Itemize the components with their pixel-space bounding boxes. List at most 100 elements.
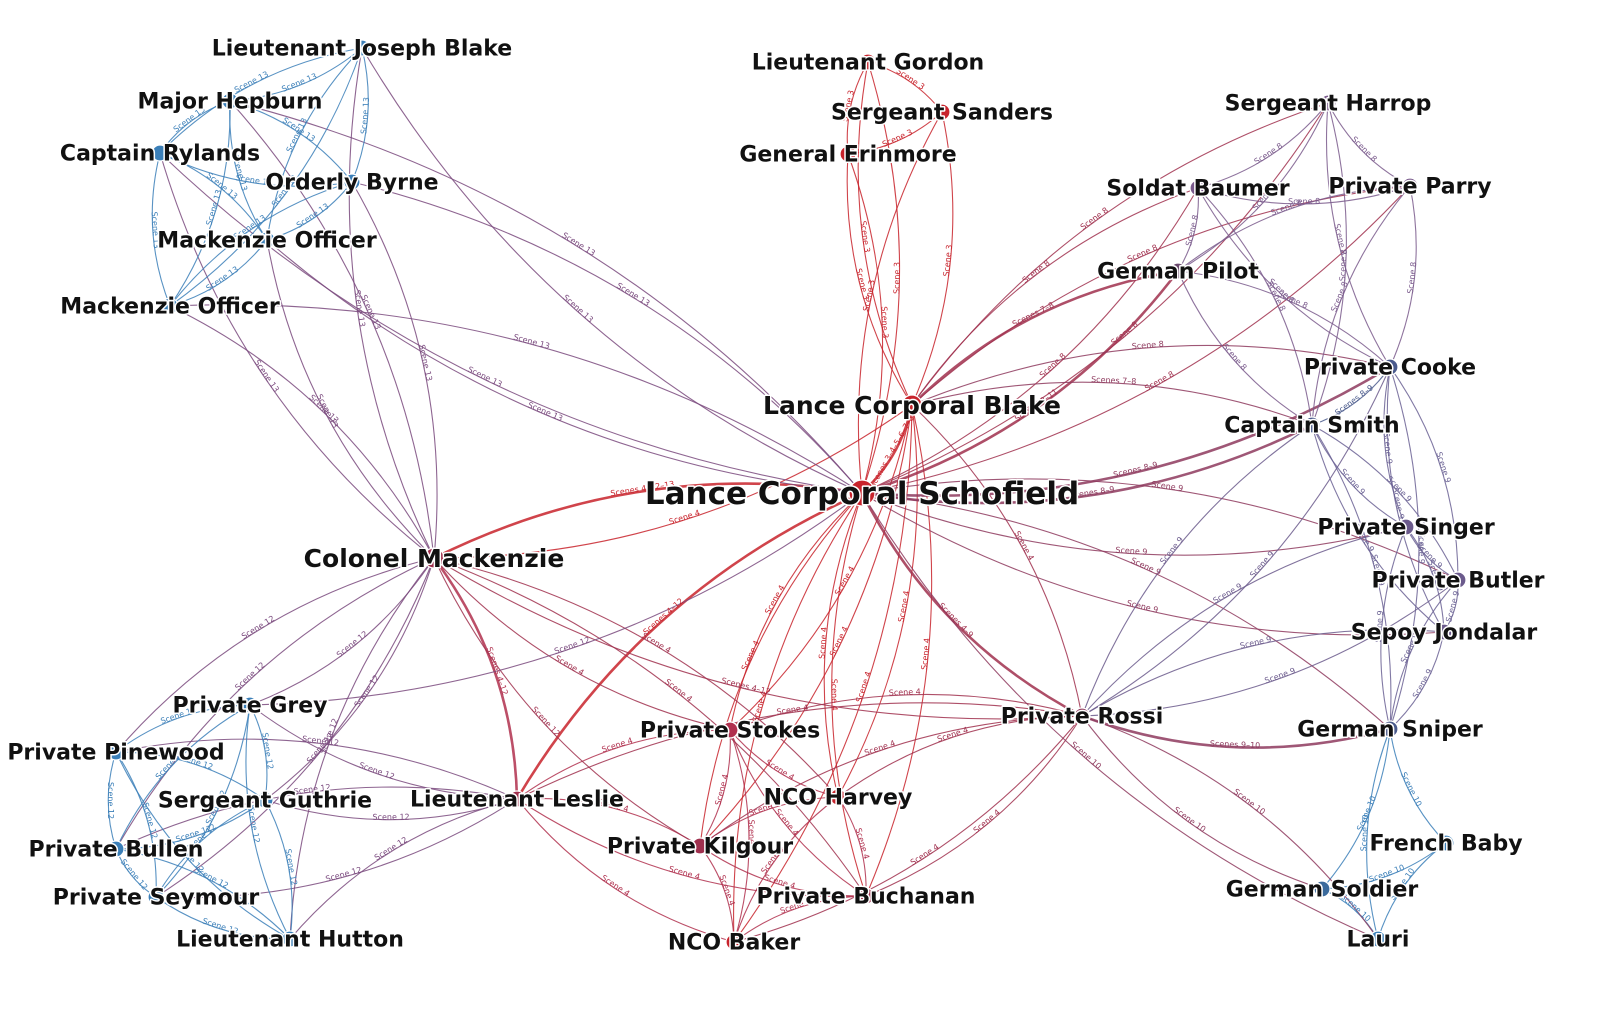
node-harvey[interactable] <box>829 788 847 806</box>
node-grey[interactable] <box>241 696 259 714</box>
node-label-byrne: Orderly Byrne <box>265 171 438 196</box>
edge-byrne-mof1 <box>266 181 353 241</box>
edge-rossi-lauri <box>1081 715 1379 940</box>
edge-leslie-seymour <box>155 798 518 899</box>
node-leslie[interactable] <box>508 790 526 808</box>
edge-gordon-erinmore <box>846 61 869 155</box>
edge-label: Scene 13 <box>466 365 503 389</box>
edge-leslie-pinewood <box>115 738 518 800</box>
node-frenchbaby[interactable] <box>1437 834 1455 852</box>
node-kilgour[interactable] <box>691 837 709 855</box>
edge-label: Scene 4 <box>833 565 856 597</box>
node-guthrie[interactable] <box>256 791 274 809</box>
edge-jblake-hepburn <box>229 47 363 102</box>
edge-sniper-gsoldier <box>1321 728 1391 890</box>
edge-lcblake-buchanan <box>865 404 933 897</box>
node-sanders[interactable] <box>933 103 951 121</box>
edge-singer-sniper <box>1380 526 1407 730</box>
node-pilot[interactable] <box>1169 262 1187 280</box>
edge-grey-hutton <box>245 704 291 940</box>
edge-label: Scene 12 <box>260 732 275 770</box>
node-hutton[interactable] <box>281 930 299 948</box>
node-lcblake[interactable] <box>901 394 923 416</box>
node-byrne[interactable] <box>343 173 361 191</box>
edge-harrop-baumer <box>1197 102 1329 189</box>
node-seymour[interactable] <box>147 888 165 906</box>
edge-jblake-mof2 <box>169 47 363 307</box>
node-parry[interactable] <box>1401 177 1419 195</box>
node-erinmore[interactable] <box>839 145 857 163</box>
edge-label: Scene 9 <box>1374 610 1385 643</box>
edge-mackenzie-hepburn <box>229 100 435 559</box>
node-label-schofield: Lance Corporal Schofield <box>645 476 1079 512</box>
node-mof1[interactable] <box>258 231 276 249</box>
node-pinewood[interactable] <box>107 743 125 761</box>
node-butler[interactable] <box>1449 571 1467 589</box>
edge-guthrie-bullen <box>115 799 266 850</box>
edge-leslie-grey <box>249 704 518 800</box>
node-gordon[interactable] <box>859 53 877 71</box>
edge-mackenzie-rossi <box>433 557 1083 720</box>
edge-rossi-jondalar <box>1081 629 1445 717</box>
edge-label: Scene 12 <box>372 813 409 822</box>
node-smith[interactable] <box>1303 416 1321 434</box>
edge-label: Scene 13 <box>150 211 161 249</box>
node-hepburn[interactable] <box>221 92 239 110</box>
edge-label: Scene 13 <box>417 344 434 382</box>
edge-stokes-buchanan <box>729 729 867 897</box>
node-mof2[interactable] <box>161 297 179 315</box>
node-jblake[interactable] <box>353 39 371 57</box>
node-label-pinewood: Private Pinewood <box>7 741 224 766</box>
node-schofield[interactable] <box>848 479 876 507</box>
node-stokes[interactable] <box>721 721 739 739</box>
node-rylands[interactable] <box>151 144 169 162</box>
edge-schofield-mof1 <box>266 239 863 494</box>
node-mackenzie[interactable] <box>423 547 445 569</box>
edge-schofield-lauri <box>861 492 1379 940</box>
edge-label: Scene 12 <box>358 761 396 782</box>
node-gsoldier[interactable] <box>1313 880 1331 898</box>
node-baumer[interactable] <box>1189 179 1207 197</box>
node-baker[interactable] <box>725 933 743 951</box>
node-buchanan[interactable] <box>857 887 875 905</box>
edge-label: Scene 8 <box>1253 141 1285 166</box>
node-rossi[interactable] <box>1073 707 1091 725</box>
edge-label: Scene 4 <box>936 725 969 744</box>
edge-label: Scene 4 <box>640 631 672 655</box>
edge-label: Scene 9 <box>1151 480 1184 494</box>
node-jondalar[interactable] <box>1435 623 1453 641</box>
node-cooke[interactable] <box>1381 358 1399 376</box>
node-label-layer: Lance Corporal Schofield Lance Corporal B… <box>6 35 1546 957</box>
edge-label: Scene 9 <box>1239 635 1272 651</box>
edge-byrne-mof2 <box>169 181 353 307</box>
edge-label: Scene 8 <box>1406 261 1418 294</box>
edge-schofield-smith <box>861 423 1313 505</box>
node-label-erinmore: General Erinmore <box>739 143 956 168</box>
edge-label: Scene 9 <box>1417 532 1426 564</box>
node-singer[interactable] <box>1397 518 1415 536</box>
edge-label: Scene 12 <box>553 635 591 656</box>
edge-mackenzie-harvey <box>433 557 839 798</box>
node-harrop[interactable] <box>1319 94 1337 112</box>
edge-grey-guthrie <box>249 704 268 801</box>
edge-grey-bullen <box>115 704 251 850</box>
node-label-lauri: Lauri <box>1347 928 1410 953</box>
edge-schofield-kilgour <box>699 492 863 847</box>
node-bullen[interactable] <box>107 840 125 858</box>
edge-buchanan-rossi <box>865 715 1083 897</box>
node-label-hepburn: Major Hepburn <box>138 90 323 115</box>
edge-label: Scene 9 <box>1263 666 1296 685</box>
edge-pinewood-bullen <box>107 751 117 850</box>
edge-label: Scene 13 <box>615 281 651 308</box>
edge-lcblake-baker <box>733 404 913 943</box>
edge-baumer-smith <box>1197 187 1313 426</box>
edge-label: Scene 8 <box>1021 258 1052 285</box>
edge-pinewood-seymour <box>115 751 157 898</box>
edge-mackenzie-mof2 <box>169 305 435 559</box>
node-lauri[interactable] <box>1369 930 1387 948</box>
edge-mackenzie-buchanan <box>433 557 867 897</box>
edge-label: Scene 10 <box>1172 805 1207 834</box>
node-sniper[interactable] <box>1381 720 1399 738</box>
edge-label: Scene 8 <box>1079 206 1110 232</box>
edge-baker-rossi <box>733 715 1083 943</box>
